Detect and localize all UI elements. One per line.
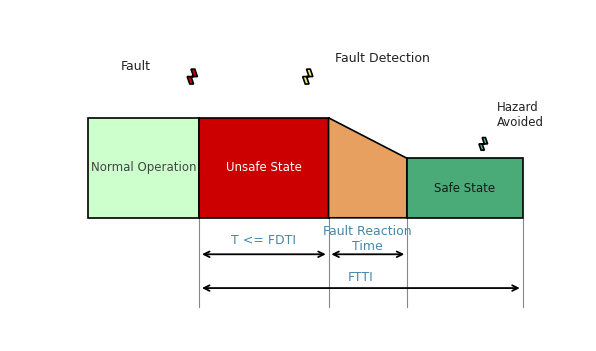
Text: Hazard
Avoided: Hazard Avoided [497, 101, 544, 129]
Polygon shape [187, 69, 197, 84]
Text: Fault: Fault [120, 60, 151, 73]
Text: Fault Reaction
Time: Fault Reaction Time [324, 225, 412, 253]
Text: Normal Operation: Normal Operation [91, 161, 197, 174]
Text: Fault Detection: Fault Detection [336, 52, 430, 65]
Bar [199, 118, 328, 218]
Text: Safe State: Safe State [434, 181, 495, 194]
Text: FTTI: FTTI [348, 271, 374, 284]
Bar [407, 158, 523, 218]
Polygon shape [303, 69, 313, 84]
Polygon shape [479, 138, 488, 150]
Text: Unsafe State: Unsafe State [226, 161, 302, 174]
Bar [88, 118, 199, 218]
Polygon shape [328, 118, 407, 218]
Text: T <= FDTI: T <= FDTI [231, 234, 296, 247]
